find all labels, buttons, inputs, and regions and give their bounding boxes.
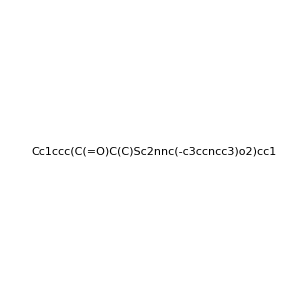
Text: Cc1ccc(C(=O)C(C)Sc2nnc(-c3ccncc3)o2)cc1: Cc1ccc(C(=O)C(C)Sc2nnc(-c3ccncc3)o2)cc1 <box>31 146 276 157</box>
